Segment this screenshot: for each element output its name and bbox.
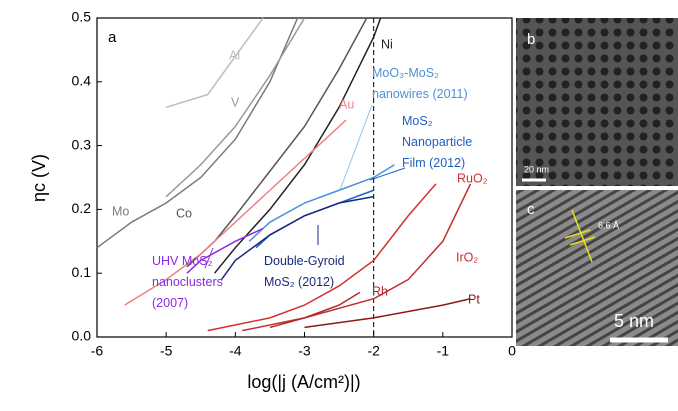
series-label: RuO₂ — [457, 171, 488, 185]
scale-bar-label: 5 nm — [614, 311, 654, 331]
panel-label: a — [108, 29, 117, 46]
x-tick-label: -6 — [91, 343, 104, 359]
x-tick-label: -1 — [437, 343, 450, 359]
series-label: Au — [339, 97, 354, 111]
annotation: 6.6 Å — [598, 220, 619, 230]
arrow — [369, 167, 406, 181]
series-label: IrO₂ — [456, 250, 478, 264]
tem-image — [516, 18, 678, 186]
series-label: Co — [176, 206, 192, 220]
line — [248, 164, 395, 242]
x-tick-label: 0 — [508, 343, 516, 359]
series-label: Mo — [112, 204, 129, 218]
scale-bar-label: 20 nm — [524, 164, 549, 174]
line — [186, 17, 368, 268]
series-label: Rh — [372, 284, 388, 298]
y-tick-label: 0.2 — [72, 200, 92, 216]
line — [124, 119, 347, 306]
line — [214, 17, 382, 274]
measure-line — [571, 209, 593, 263]
x-tick-label: -2 — [367, 343, 380, 359]
series-label: Pt — [468, 292, 480, 306]
line — [269, 291, 361, 329]
series-label: MoS₂ Nanoparticle Film (2012) — [402, 114, 472, 170]
panel-label: b — [527, 31, 535, 48]
y-tick-label: 0.3 — [72, 136, 92, 152]
tem-image — [516, 190, 678, 346]
line — [165, 17, 264, 109]
series-label: Al — [229, 48, 240, 62]
measure-line — [564, 229, 591, 239]
series-label: MoO₃-MoS₂ nanowires (2011) — [372, 66, 468, 101]
y-tick-label: 0.0 — [72, 328, 92, 344]
line — [304, 297, 471, 329]
panel-label: c — [527, 201, 535, 218]
line — [207, 183, 437, 332]
arrow — [339, 104, 373, 191]
line — [186, 227, 264, 274]
arrow — [204, 247, 214, 269]
y-axis-label: ηc (V) — [29, 154, 49, 202]
line — [96, 17, 299, 249]
y-tick-label: 0.4 — [72, 73, 92, 89]
line — [220, 195, 374, 281]
series-label: Ni — [381, 37, 393, 51]
x-tick-label: -4 — [229, 343, 242, 359]
x-axis-label: log(|j (A/cm²)|) — [247, 372, 360, 392]
measure-line — [569, 236, 596, 246]
series-label: UHV MoS₂ nanoclusters (2007) — [152, 254, 223, 310]
line — [165, 17, 306, 198]
x-tick-label: -3 — [298, 343, 311, 359]
series-label: Double-Gyroid MoS₂ (2012) — [264, 254, 345, 289]
series-label: V — [231, 95, 240, 109]
y-tick-label: 0.1 — [72, 264, 92, 280]
x-tick-label: -5 — [160, 343, 173, 359]
y-tick-label: 0.5 — [72, 9, 92, 25]
